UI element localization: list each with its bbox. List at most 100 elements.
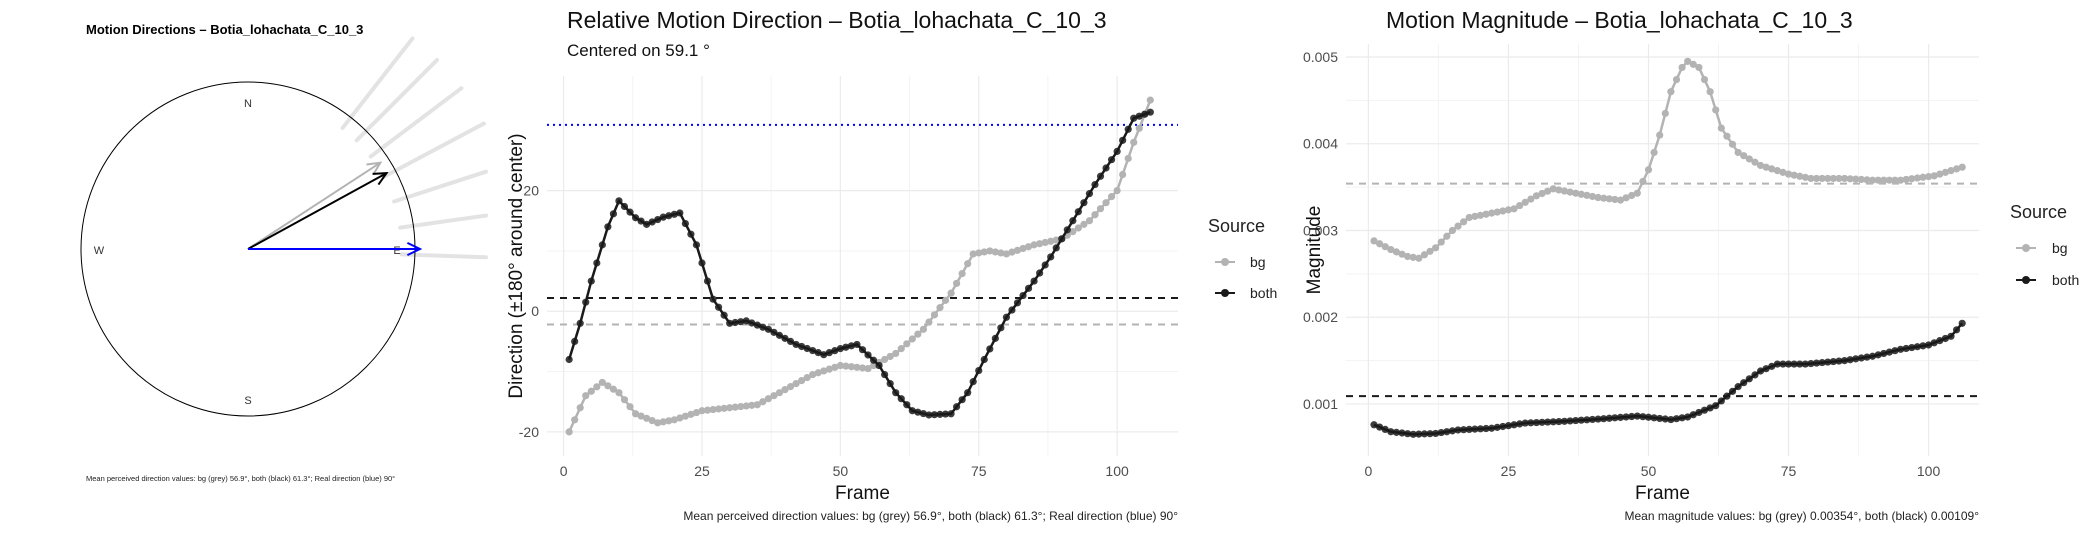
data-point-bg (1846, 175, 1854, 183)
compass-ray-3 (381, 121, 486, 179)
data-point-bg (1488, 209, 1496, 217)
data-point-bg (1135, 124, 1143, 132)
data-point-bg (1902, 175, 1910, 184)
data-point-both (836, 345, 844, 353)
data-point-both (1728, 387, 1737, 395)
data-point-bg (1880, 176, 1888, 184)
magnitude-title: Motion Magnitude – Botia_lohachata_C_10_… (1386, 7, 1853, 33)
data-point-both (1482, 424, 1490, 433)
data-point-bg (1796, 172, 1804, 180)
data-point-both (1432, 429, 1440, 438)
data-point-both (1124, 125, 1132, 133)
data-point-bg (775, 389, 784, 397)
data-point-both (1689, 411, 1697, 419)
data-point-bg (703, 406, 712, 414)
data-point-both (858, 346, 867, 354)
data-point-bg (1717, 124, 1725, 132)
data-point-both (958, 396, 966, 404)
compass-caption: Mean perceived direction values: bg (gre… (86, 474, 395, 483)
data-point-both (1588, 415, 1597, 424)
data-point-both (1074, 208, 1082, 216)
data-point-bg (908, 335, 916, 343)
data-point-both (1740, 379, 1748, 387)
data-point-both (1818, 358, 1826, 367)
direction-subtitle: Centered on 59.1 ° (567, 41, 710, 60)
data-point-both (1706, 404, 1714, 412)
data-point-bg (997, 249, 1005, 257)
data-point-both (936, 410, 944, 418)
magnitude-plot-area: 0 25 50 75 100 0.001 0.002 0.003 0.004 0.005 Frame… (1303, 44, 1979, 504)
data-point-bg (1661, 109, 1669, 117)
data-point-both (1913, 343, 1921, 351)
data-point-both (1426, 430, 1434, 438)
data-point-bg (1751, 158, 1759, 166)
data-point-both (1796, 360, 1804, 368)
data-point-bg (587, 387, 595, 395)
data-point-bg (1594, 193, 1602, 202)
data-point-both (1616, 413, 1625, 422)
data-point-both (753, 321, 761, 329)
data-point-bg (764, 395, 773, 403)
data-point-both (1583, 416, 1591, 424)
data-point-both (975, 366, 983, 375)
data-point-bg (952, 279, 961, 287)
data-point-both (1947, 332, 1955, 340)
data-point-bg (1667, 88, 1675, 96)
data-point-bg (1807, 174, 1815, 183)
y-tick-label: 0.005 (1303, 49, 1338, 65)
compass-arrows (247, 161, 423, 256)
data-point-both (1712, 402, 1720, 410)
data-point-bg (1113, 187, 1121, 195)
data-point-both (1572, 416, 1580, 425)
data-point-bg (687, 410, 695, 418)
legend-both-swatch (2022, 276, 2030, 284)
data-point-bg (631, 410, 640, 418)
data-point-bg (748, 401, 756, 409)
data-point-both (1460, 426, 1468, 434)
data-point-bg (1069, 228, 1077, 236)
data-point-bg (1678, 63, 1686, 72)
data-point-both (925, 411, 933, 419)
data-point-bg (582, 392, 590, 400)
data-point-bg (1745, 155, 1753, 163)
data-point-both (687, 230, 695, 238)
data-point-both (1639, 413, 1647, 421)
data-point-both (930, 411, 939, 419)
data-point-bg (1773, 167, 1781, 175)
data-point-both (1835, 357, 1843, 365)
data-point-bg (1885, 176, 1893, 184)
data-point-both (869, 356, 878, 364)
data-point-bg (1538, 189, 1546, 198)
data-point-bg (681, 412, 689, 420)
data-point-bg (1119, 170, 1127, 179)
data-point-bg (1024, 243, 1033, 251)
data-point-both (1924, 341, 1933, 349)
data-point-bg (919, 325, 927, 333)
data-point-both (1902, 344, 1910, 353)
data-point-both (1751, 371, 1759, 379)
data-point-bg (714, 405, 723, 413)
data-point-both (692, 241, 701, 249)
data-point-bg (670, 416, 678, 424)
data-point-both (1600, 415, 1608, 423)
data-point-both (1102, 164, 1110, 172)
data-point-bg (1930, 172, 1938, 180)
data-point-bg (726, 404, 734, 412)
data-point-bg (1768, 165, 1776, 173)
data-point-bg (609, 385, 618, 393)
data-point-bg (1633, 189, 1641, 197)
data-point-bg (1499, 207, 1507, 215)
data-point-bg (1734, 148, 1742, 157)
data-point-bg (1002, 250, 1011, 258)
series-line-bg (568, 99, 1152, 433)
data-point-both (676, 209, 684, 217)
data-point-bg (1958, 163, 1966, 171)
data-point-bg (698, 407, 706, 415)
data-point-bg (1919, 173, 1927, 181)
data-point-both (820, 351, 828, 359)
y-tick-label: 0.003 (1303, 222, 1338, 238)
y-tick-label: 20 (523, 183, 539, 199)
data-point-bg (1656, 131, 1664, 139)
data-point-bg (1689, 60, 1697, 68)
